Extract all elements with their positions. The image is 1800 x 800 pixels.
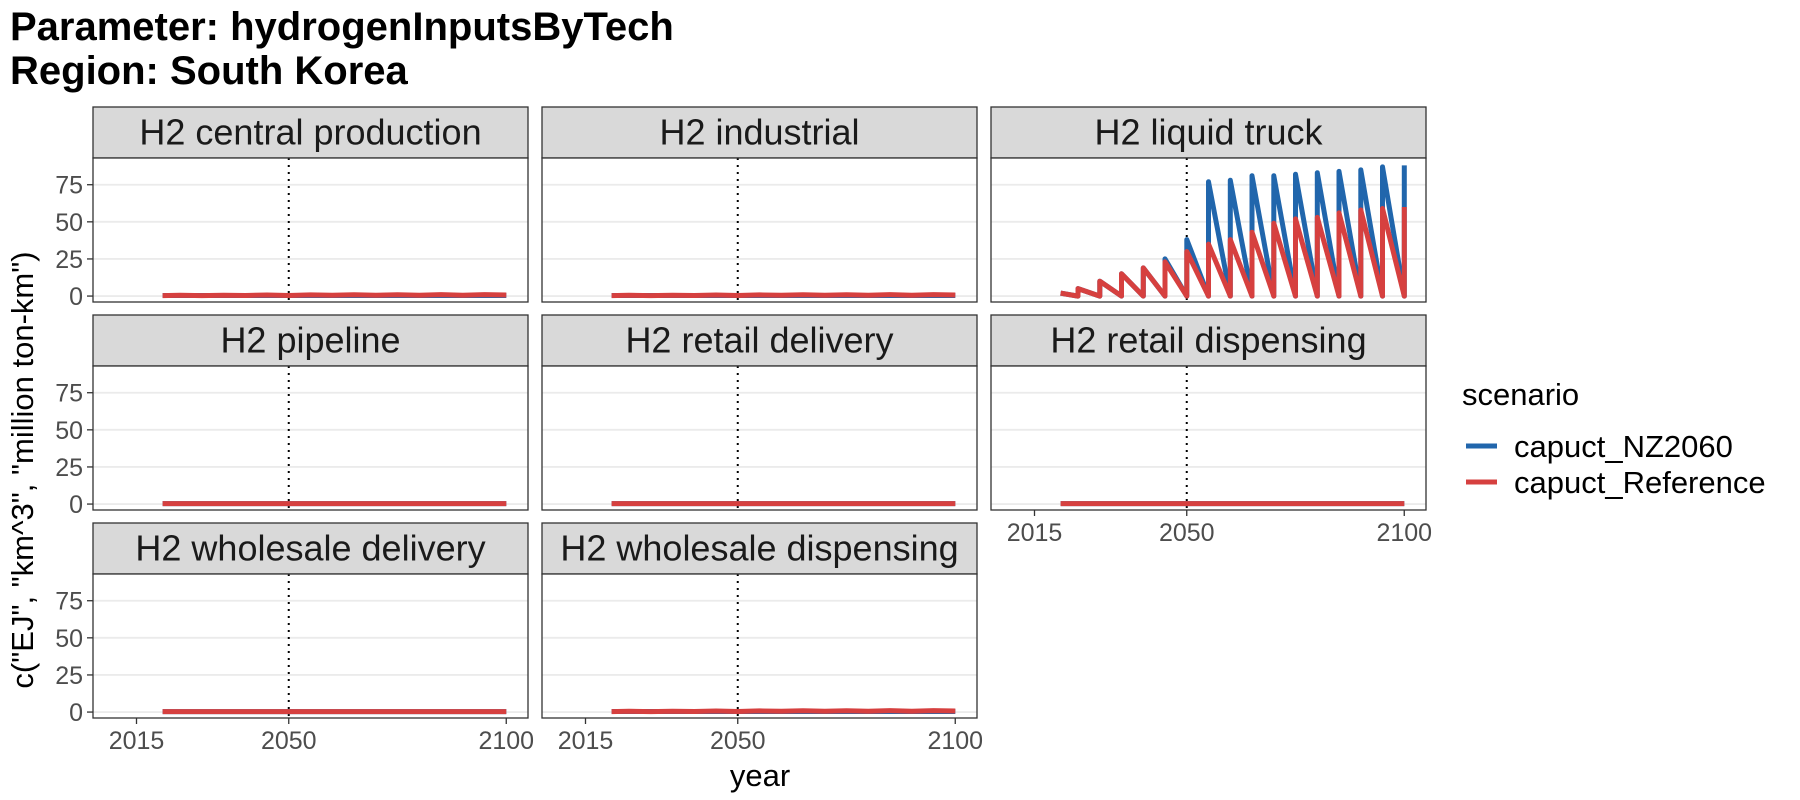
legend-label-capuct-reference: capuct_Reference xyxy=(1514,465,1766,500)
y-tick-label: 50 xyxy=(55,625,83,653)
panel-background xyxy=(542,574,977,718)
facet-h2-retail-dispensing: H2 retail dispensing 2015 2050 2100 xyxy=(990,314,1432,547)
series-line-capuct-reference xyxy=(611,292,956,299)
y-tick-label: 25 xyxy=(55,454,83,482)
facet-strip-label: H2 liquid truck xyxy=(1094,112,1323,153)
facet-strip-label: H2 pipeline xyxy=(220,320,400,361)
facet-strip-label: H2 central production xyxy=(139,112,481,153)
x-tick-label: 2050 xyxy=(1159,519,1215,547)
legend-title: scenario xyxy=(1462,377,1579,412)
chart-title: Parameter: hydrogenInputsByTech xyxy=(10,5,674,49)
facet-h2-industrial: H2 industrial xyxy=(541,106,978,303)
facet-strip-label: H2 industrial xyxy=(659,112,859,153)
x-tick-label: 2015 xyxy=(109,727,165,755)
series-line-capuct-reference xyxy=(1060,206,1407,299)
x-tick-label: 2050 xyxy=(710,727,766,755)
facet-strip-label: H2 wholesale delivery xyxy=(135,528,485,569)
y-tick-label: 75 xyxy=(55,380,83,408)
chart-subtitle: Region: South Korea xyxy=(10,49,409,93)
panel-background xyxy=(93,366,528,510)
panel-border xyxy=(541,157,978,303)
y-tick-label: 75 xyxy=(55,172,83,200)
facet-strip xyxy=(541,314,978,367)
y-axis-title: c("EJ", "km^3", "million ton-km") xyxy=(5,251,40,688)
facet-strip-label: H2 wholesale dispensing xyxy=(560,528,958,569)
y-tick-label: 0 xyxy=(69,699,83,727)
facet-h2-retail-delivery: H2 retail delivery xyxy=(541,314,978,511)
series-line-capuct-reference xyxy=(611,708,956,715)
facet-strip xyxy=(92,106,529,159)
panel-background xyxy=(93,574,528,718)
facet-h2-central-production: H2 central production 0 25 50 75 xyxy=(55,106,529,311)
y-tick-label: 0 xyxy=(69,491,83,519)
facet-strip xyxy=(990,314,1427,367)
panel-border xyxy=(990,157,1427,303)
facet-strip xyxy=(541,522,978,575)
x-tick-label: 2100 xyxy=(478,727,534,755)
facet-panels: H2 central production 0 25 50 75 H2 industria… xyxy=(55,106,1432,755)
x-tick-label: 2100 xyxy=(927,727,983,755)
y-tick-label: 25 xyxy=(55,246,83,274)
facet-h2-wholesale-delivery: H2 wholesale delivery 0 25 50 75 2015 2050 2100 xyxy=(55,522,534,755)
x-tick-label: 2015 xyxy=(558,727,614,755)
panel-background xyxy=(542,366,977,510)
panel-border xyxy=(541,365,978,511)
x-axis-title: year xyxy=(730,758,790,793)
panel-background xyxy=(991,366,1426,510)
panel-border xyxy=(92,573,529,719)
facet-h2-liquid-truck: H2 liquid truck xyxy=(990,106,1427,303)
facet-h2-pipeline: H2 pipeline 0 25 50 75 xyxy=(55,314,529,519)
panel-border xyxy=(92,365,529,511)
y-tick-label: 75 xyxy=(55,588,83,616)
x-tick-label: 2100 xyxy=(1376,519,1432,547)
x-tick-label: 2015 xyxy=(1007,519,1063,547)
panel-background xyxy=(542,158,977,302)
facet-strip-label: H2 retail dispensing xyxy=(1050,320,1366,361)
y-tick-label: 50 xyxy=(55,417,83,445)
panel-border xyxy=(541,573,978,719)
facet-strip xyxy=(990,106,1427,159)
facet-strip xyxy=(541,106,978,159)
facet-h2-wholesale-dispensing: H2 wholesale dispensing 2015 2050 2100 xyxy=(541,522,983,755)
panel-border xyxy=(990,365,1427,511)
panel-background xyxy=(93,158,528,302)
facet-strip-label: H2 retail delivery xyxy=(625,320,893,361)
y-tick-label: 50 xyxy=(55,209,83,237)
panel-border xyxy=(92,157,529,303)
legend-label-capuct-nz2060: capuct_NZ2060 xyxy=(1514,429,1733,464)
x-tick-label: 2050 xyxy=(261,727,317,755)
y-tick-label: 0 xyxy=(69,283,83,311)
series-line-capuct-reference xyxy=(162,292,507,299)
y-tick-label: 25 xyxy=(55,662,83,690)
